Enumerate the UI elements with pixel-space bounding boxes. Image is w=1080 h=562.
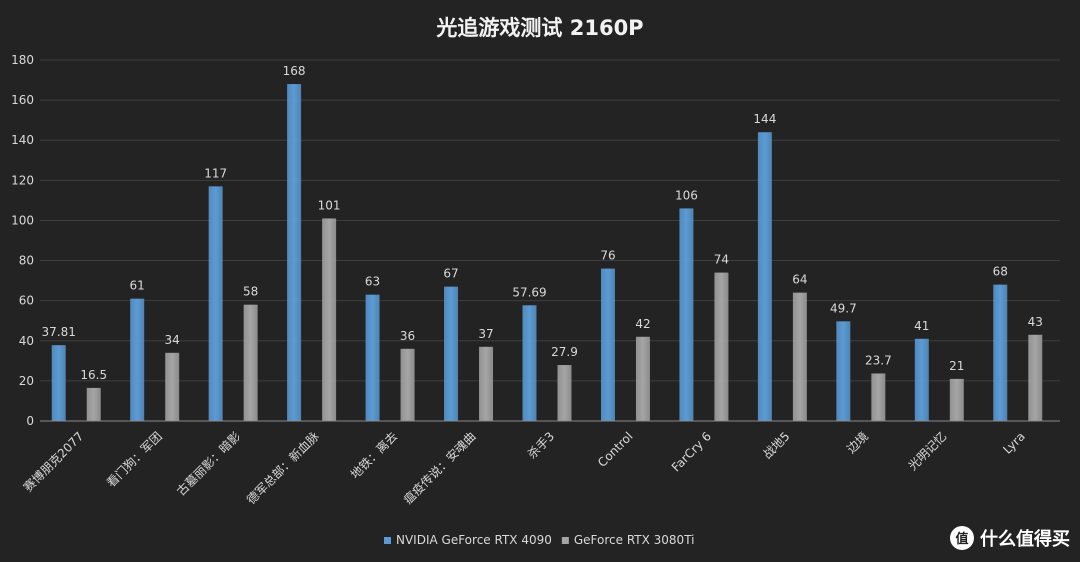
- bar-rtx3080ti: [635, 336, 650, 421]
- category-label: 看门狗：军团: [103, 429, 165, 491]
- data-label: 37.81: [42, 325, 76, 339]
- bar-rtx3080ti: [557, 365, 572, 421]
- y-tick-label: 100: [11, 213, 34, 227]
- data-label: 43: [1028, 315, 1043, 329]
- category-labels: 赛博朋克2077 看门狗：军团 古墓丽影：暗影 德军总部：新血脉 地铁：离去 瘟疫传说：安…: [20, 429, 1028, 507]
- data-label: 36: [400, 329, 415, 343]
- data-label: 74: [714, 253, 729, 267]
- category-label: 边境: [843, 429, 871, 457]
- bar-rtx3080ti: [400, 348, 415, 421]
- y-tick-label: 20: [19, 374, 34, 388]
- bar-rtx4090: [287, 84, 302, 422]
- data-labels: 37.81 16.5 61 34 117 58 168 101 63 36 67 37 57.69 27.…: [42, 64, 1043, 382]
- data-label: 27.9: [551, 345, 578, 359]
- category-label: 瘟疫传说：安魂曲: [400, 429, 478, 507]
- bar-rtx4090: [51, 345, 66, 421]
- category-label: 光明记忆: [906, 429, 950, 473]
- data-label: 117: [204, 166, 227, 180]
- bar-rtx4090: [836, 321, 851, 421]
- bar-rtx4090: [993, 284, 1008, 421]
- bar-rtx3080ti: [322, 218, 337, 421]
- watermark: 值 什么值得买: [950, 526, 1070, 550]
- bar-rtx3080ti: [871, 373, 886, 421]
- bar-rtx3080ti: [86, 387, 101, 421]
- data-label: 63: [365, 275, 380, 289]
- bar-rtx3080ti: [1028, 334, 1043, 421]
- smzdm-logo-glyph: 值: [955, 531, 968, 547]
- bar-rtx4090: [522, 305, 537, 421]
- y-tick-label: 40: [19, 334, 34, 348]
- legend: NVIDIA GeForce RTX 4090 GeForce RTX 3080T…: [384, 533, 695, 547]
- y-tick-label: 180: [11, 53, 34, 67]
- y-tick-label: 80: [19, 254, 34, 268]
- y-tick-label: 0: [26, 414, 34, 428]
- data-label: 57.69: [512, 285, 546, 299]
- data-label: 21: [949, 359, 964, 373]
- data-label: 64: [792, 273, 807, 287]
- data-label: 58: [243, 285, 258, 299]
- data-label: 168: [283, 64, 306, 78]
- data-label: 67: [443, 267, 458, 281]
- legend-label: GeForce RTX 3080Ti: [574, 533, 695, 547]
- category-label: FarCry 6: [669, 429, 714, 474]
- category-label: Lyra: [1000, 429, 1028, 457]
- data-label: 61: [130, 279, 145, 293]
- data-label: 42: [635, 317, 650, 331]
- bars: [51, 84, 1043, 422]
- category-label: 地铁：离去: [347, 429, 400, 482]
- data-label: 34: [165, 333, 180, 347]
- bar-rtx3080ti: [243, 304, 258, 421]
- bar-rtx4090: [914, 338, 929, 421]
- legend-label: NVIDIA GeForce RTX 4090: [396, 533, 552, 547]
- chart-title: 光追游戏测试 2160P: [435, 16, 643, 40]
- watermark-text: 什么值得买: [980, 528, 1070, 550]
- data-label: 41: [914, 319, 929, 333]
- category-label: 杀手3: [524, 429, 557, 462]
- category-label: 赛博朋克2077: [20, 429, 86, 495]
- data-label: 37: [478, 327, 493, 341]
- y-tick-label: 160: [11, 93, 34, 107]
- bar-rtx3080ti: [949, 378, 964, 421]
- y-axis-ticks: 0 20 40 60 80 100 120 140 160 180: [11, 53, 34, 428]
- bar-rtx3080ti: [479, 346, 494, 421]
- smzdm-logo-icon: [950, 526, 974, 550]
- data-label: 49.7: [830, 301, 857, 315]
- legend-swatch: [561, 537, 569, 544]
- category-label: 战地5: [760, 429, 792, 461]
- data-label: 101: [318, 198, 341, 212]
- data-label: 106: [675, 188, 698, 202]
- category-label: 德军总部：新血脉: [243, 429, 321, 507]
- data-label: 23.7: [865, 353, 892, 367]
- bar-rtx4090: [679, 208, 694, 421]
- data-label: 76: [600, 249, 615, 263]
- bar-rtx4090: [208, 186, 223, 421]
- y-tick-label: 140: [11, 133, 34, 147]
- bar-rtx3080ti: [714, 272, 729, 421]
- bar-rtx3080ti: [792, 292, 807, 421]
- category-label: 古墓丽影：暗影: [173, 429, 243, 499]
- bar-rtx4090: [130, 298, 145, 421]
- category-label: Control: [595, 429, 636, 470]
- bar-rtx4090: [757, 132, 772, 421]
- legend-swatch: [384, 537, 391, 544]
- y-tick-label: 60: [19, 294, 34, 308]
- bar-rtx4090: [600, 268, 615, 421]
- bar-rtx3080ti: [165, 352, 180, 421]
- data-label: 144: [753, 112, 776, 126]
- y-tick-label: 120: [11, 173, 34, 187]
- bar-rtx4090: [444, 286, 459, 421]
- data-label: 16.5: [80, 368, 107, 382]
- grid-lines: [40, 59, 1060, 382]
- bar-rtx4090: [365, 294, 380, 421]
- data-label: 68: [993, 265, 1008, 279]
